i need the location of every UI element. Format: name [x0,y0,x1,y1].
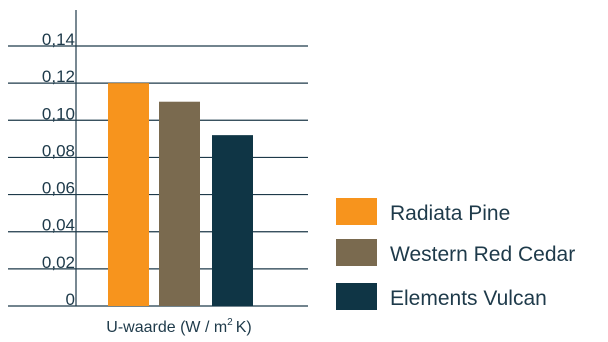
y-tick-label: 0,14 [42,30,75,49]
legend-label: Elements Vulcan [390,287,547,310]
legend-label: Western Red Cedar [390,243,575,266]
bar [108,83,149,307]
y-tick-label: 0,10 [42,104,75,123]
y-tick-label: 0,04 [42,216,75,235]
gridlines [8,45,308,307]
legend-swatch [336,239,377,266]
y-tick-label: 0,12 [42,67,75,86]
legend-swatch [336,198,377,225]
legend-label: Radiata Pine [390,202,510,225]
x-axis-label: U-waarde (W / m2 K) [106,317,251,336]
bars [108,83,253,307]
y-tick-label: 0,02 [42,253,75,272]
legend-swatch [336,283,377,310]
y-tick-labels: 0 0,02 0,04 0,06 0,08 0,10 0,12 0,14 [42,30,75,309]
bar [159,101,200,306]
legend: Radiata Pine Western Red Cedar Elements Vu… [336,198,575,310]
y-tick-label: 0,08 [42,141,75,160]
y-tick-label: 0,06 [42,179,75,198]
x-axis-label-superscript: 2 [227,317,233,328]
y-tick-label: 0 [66,290,75,309]
bar [212,135,253,306]
